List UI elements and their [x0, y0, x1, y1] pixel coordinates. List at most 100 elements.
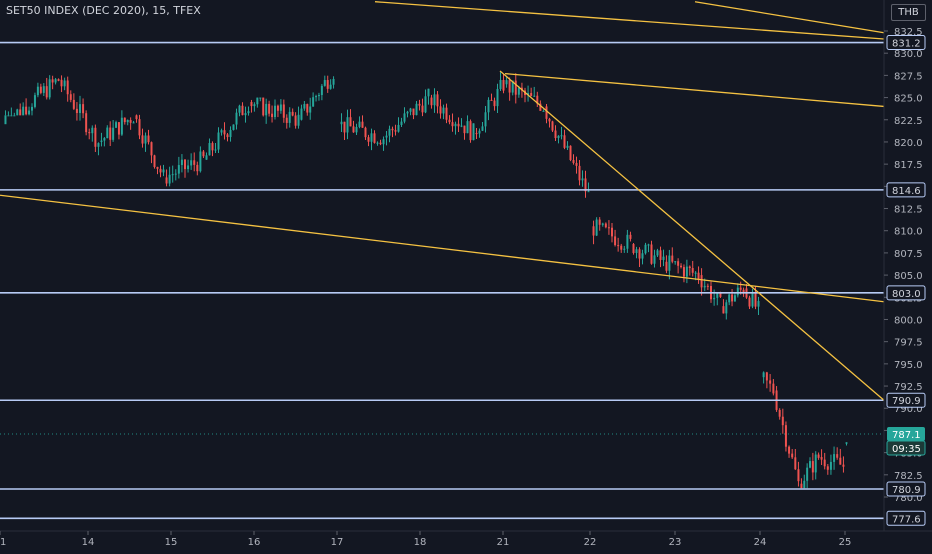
candle-body	[587, 191, 590, 193]
trend-line[interactable]	[694, 1, 885, 34]
candle-body	[475, 133, 478, 135]
candle-body	[700, 275, 703, 288]
candle-body	[536, 95, 539, 104]
candle-body	[370, 133, 373, 142]
candle-body	[7, 115, 10, 117]
candle-body	[517, 87, 520, 95]
y-tick-label: 810.0	[894, 227, 923, 238]
candle-body	[190, 160, 193, 166]
candle-body	[427, 88, 430, 97]
level-label-box[interactable]	[886, 392, 926, 408]
candle-body	[448, 119, 451, 123]
currency-button[interactable]: THB	[891, 4, 926, 21]
candle-body	[809, 461, 811, 468]
candle-body	[291, 111, 294, 116]
y-tick-label: 800.0	[894, 315, 923, 326]
candle-body	[329, 84, 332, 89]
last-price-badge[interactable]	[887, 426, 925, 441]
candle-body	[394, 130, 397, 132]
candle-body	[451, 122, 454, 127]
level-label-box[interactable]	[886, 35, 926, 51]
candle-body	[694, 272, 697, 274]
candle-body	[10, 115, 13, 117]
candle-body	[668, 255, 671, 271]
candle-body	[545, 106, 548, 119]
candle-body	[180, 159, 183, 166]
candle-body	[367, 137, 370, 142]
x-tick-label: 16	[248, 537, 261, 548]
candle-body	[60, 79, 63, 87]
candle-body	[159, 168, 162, 173]
candle-body	[320, 85, 323, 96]
candle-body	[72, 99, 75, 109]
level-label-box[interactable]	[886, 182, 926, 198]
price-axis[interactable]: 780.0782.5785.0787.5790.0792.5795.0797.5…	[883, 0, 932, 550]
level-label-box[interactable]	[886, 481, 926, 497]
candle-body	[265, 103, 268, 116]
candle-body	[487, 99, 490, 113]
candle-body	[13, 115, 16, 117]
candle-body	[791, 453, 794, 458]
candle-body	[778, 409, 781, 417]
candle-body	[716, 293, 719, 298]
candle-body	[592, 226, 595, 236]
candle-body	[229, 129, 232, 138]
candle-body	[572, 160, 575, 163]
candle-body	[641, 253, 644, 259]
trend-line[interactable]	[504, 72, 885, 108]
candles-layer	[4, 72, 848, 489]
candle-body	[575, 162, 578, 166]
x-tick-label: 1	[0, 537, 6, 548]
candle-body	[817, 454, 820, 458]
level-labels-layer: 831.2 814.6 803.0 790.9 780.9 777.6 787.1 09:35	[886, 35, 926, 526]
countdown-label: 09:35	[892, 444, 921, 455]
candle-body	[57, 79, 60, 81]
candle-body	[548, 118, 551, 122]
candle-body	[391, 128, 394, 131]
candle-body	[103, 138, 106, 141]
candle-body	[811, 461, 814, 473]
candle-body	[481, 126, 484, 131]
candle-body	[845, 442, 848, 444]
candle-body	[629, 234, 632, 239]
candle-body	[317, 95, 320, 97]
candle-body	[794, 457, 797, 470]
candle-body	[436, 94, 439, 107]
candle-body	[433, 94, 436, 106]
candle-body	[153, 155, 156, 167]
candle-body	[680, 265, 683, 268]
candle-body	[117, 122, 120, 135]
candle-body	[235, 112, 238, 125]
candle-body	[424, 96, 427, 113]
candle-body	[722, 306, 725, 314]
candle-body	[502, 79, 505, 91]
candle-body	[309, 106, 312, 113]
level-label-box[interactable]	[886, 510, 926, 526]
candle-body	[733, 295, 736, 302]
candle-body	[469, 121, 472, 141]
level-label-box[interactable]	[886, 285, 926, 301]
candle-body	[725, 302, 728, 314]
candle-body	[303, 104, 306, 109]
level-label: 803.0	[892, 289, 921, 300]
trend-line[interactable]	[374, 1, 885, 40]
candle-body	[217, 132, 220, 150]
trend-line[interactable]	[0, 194, 885, 303]
time-axis[interactable]: 1 14 15 16 17 18 21 22 23 24 25	[0, 530, 932, 550]
candle-body	[703, 285, 706, 288]
trend-line[interactable]	[499, 70, 885, 401]
candle-body	[247, 111, 250, 114]
y-tick-label: 795.0	[894, 360, 923, 371]
candle-body	[220, 130, 223, 133]
candle-body	[757, 301, 760, 307]
candle-body	[788, 446, 791, 454]
candle-body	[493, 100, 496, 107]
candle-body	[560, 135, 563, 137]
candle-body	[839, 457, 842, 465]
candle-body	[4, 115, 7, 125]
candle-body	[581, 178, 584, 181]
candle-body	[484, 112, 487, 127]
candle-body	[323, 80, 326, 86]
